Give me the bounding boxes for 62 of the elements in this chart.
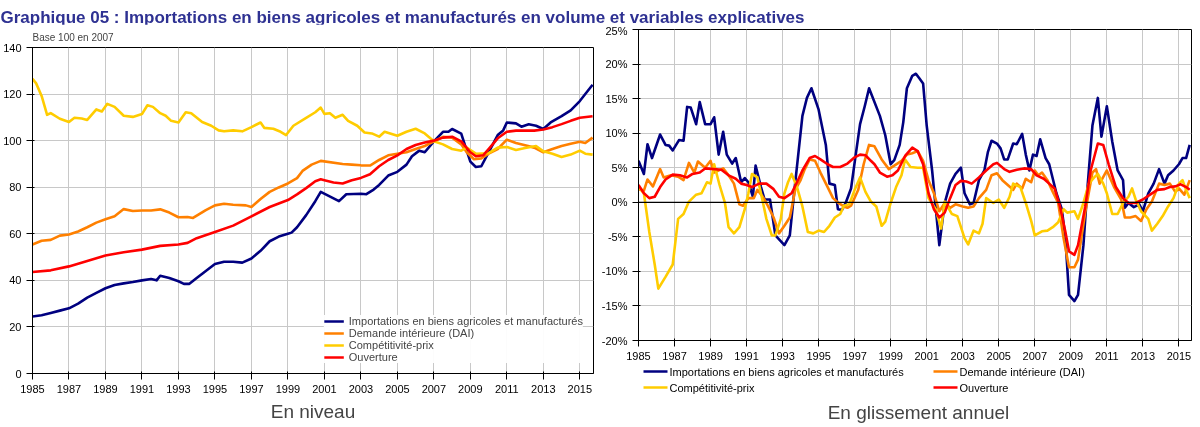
x-tick-label: 2001 [312, 382, 337, 395]
y-tick-label: -20% [601, 334, 628, 347]
x-tick-label: 2007 [1022, 349, 1048, 362]
x-tick-label: 1991 [734, 349, 759, 362]
x-tick-label: 2007 [421, 382, 447, 395]
x-tick-label: 1999 [878, 349, 903, 362]
y-tick-label: 100 [3, 134, 22, 147]
x-tick-label: 2003 [950, 349, 975, 362]
legend-label: Demande intérieure (DAI) [348, 327, 475, 339]
x-tick-label: 2013 [531, 382, 556, 395]
y-tick-label: 0 [15, 367, 22, 380]
x-tick-label: 2015 [567, 382, 593, 395]
y-tick-label: -10% [601, 265, 628, 278]
x-tick-label: 2005 [986, 349, 1012, 362]
legend-label: Importations en biens agricoles et manufacturés [348, 315, 583, 327]
y-tick-label: 120 [3, 88, 22, 101]
x-tick-label: 1989 [93, 382, 118, 395]
y-axis-title: Base 100 en 2007 [32, 31, 115, 43]
y-tick-label: 0% [611, 196, 628, 209]
x-tick-label: 2003 [348, 382, 374, 395]
x-tick-label: 2011 [1095, 349, 1119, 362]
x-tick-label: 1991 [129, 382, 155, 395]
x-tick-label: 1995 [806, 349, 831, 362]
legend-label: Demande intérieure (DAI) [959, 365, 1085, 378]
legend-label: Ouverture [348, 351, 398, 363]
legend-label: Importations en biens agricoles et manufacturés [669, 365, 905, 378]
x-tick-label: 1999 [275, 382, 301, 395]
x-tick-label: 1985 [20, 382, 45, 395]
x-axis-title: En niveau [270, 400, 356, 422]
x-axis-title: En glissement annuel [827, 402, 1010, 423]
x-tick-label: 2015 [1166, 349, 1192, 362]
y-tick-label: 80 [9, 181, 22, 194]
x-tick-label: 1987 [662, 349, 687, 362]
x-tick-label: 2009 [458, 382, 483, 395]
y-tick-label: 60 [9, 227, 22, 240]
x-tick-label: 1987 [56, 382, 82, 395]
y-tick-label: 20 [9, 320, 22, 333]
x-tick-label: 1985 [626, 349, 651, 362]
y-tick-label: -5% [607, 230, 628, 243]
x-tick-label: 2001 [914, 349, 939, 362]
x-tick-label: 1989 [698, 349, 723, 362]
x-tick-label: 2009 [1058, 349, 1084, 362]
y-tick-label: -15% [601, 299, 628, 312]
x-tick-label: 2011 [495, 382, 519, 395]
x-tick-label: 1993 [166, 382, 191, 395]
legend-label: Compétitivité-prix [348, 339, 434, 351]
y-tick-label: 10% [605, 127, 628, 140]
x-tick-label: 2005 [385, 382, 410, 395]
y-tick-label: 140 [3, 41, 22, 54]
y-tick-label: 15% [605, 92, 628, 105]
y-tick-label: 25% [605, 24, 628, 37]
x-tick-label: 2013 [1130, 349, 1156, 362]
x-tick-label: 1997 [842, 349, 867, 362]
legend-label: Compétitivité-prix [669, 381, 755, 394]
x-tick-label: 1995 [202, 382, 228, 395]
x-tick-label: 1993 [770, 349, 795, 362]
legend-label: Ouverture [959, 381, 1009, 394]
y-tick-label: 40 [9, 274, 22, 287]
y-tick-label: 5% [611, 161, 628, 174]
y-tick-label: 20% [605, 58, 628, 71]
x-tick-label: 1997 [239, 382, 264, 395]
chart-title: Graphique 05 : Importations en biens agricoles et manufacturés en volume et variables explicatives [0, 7, 805, 27]
